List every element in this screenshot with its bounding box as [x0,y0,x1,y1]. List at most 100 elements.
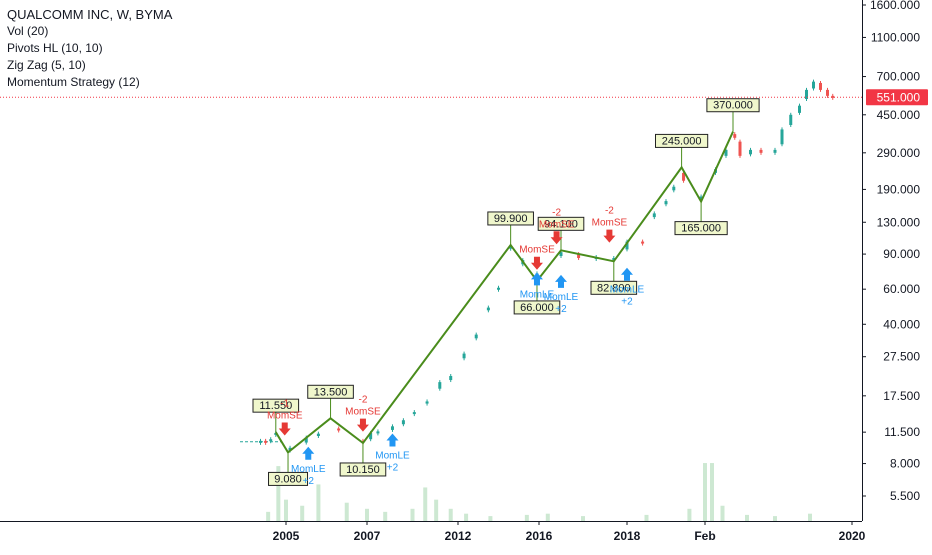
volume-bar [383,511,388,521]
y-tick-label: 5.500 [890,489,920,503]
candle [625,241,629,250]
candle [699,196,703,201]
volume-bar [365,508,369,521]
candle [559,252,563,257]
short-signal-label: MomSE [592,218,628,229]
short-signal-label: MomSE [267,410,303,421]
pivot-label: 99.900 [494,213,528,225]
candle [337,428,341,431]
volume-bar [284,499,288,521]
pivot-label: 165.000 [681,223,721,235]
candle [641,241,645,244]
y-tick-label: 17.500 [883,389,920,403]
pivot-label-box [537,216,585,231]
candle [819,82,822,90]
pivot-label: 370.000 [713,100,753,112]
long-signal-qty: +2 [303,476,315,487]
candle [812,81,815,89]
candle [749,149,752,155]
y-tick-label: 1600.000 [870,0,920,12]
pivot-label: 82.800 [597,282,631,294]
candle [759,149,763,153]
pivot-label-box [307,384,354,399]
candle [826,89,829,96]
candle [789,114,793,125]
candle [438,382,442,389]
long-signal-label: MomLE [375,450,410,461]
candle [509,246,513,249]
candle [652,213,656,218]
volume-bar [316,484,321,521]
candle [577,254,581,259]
candle [304,437,308,443]
pivot-label-box [268,471,309,486]
volume-bar [410,508,415,521]
candle [780,129,784,145]
indicator-volume[interactable]: Vol (20) [7,24,49,38]
long-signal-arrow [530,272,543,286]
long-signal-label: MomLE [291,464,326,475]
y-tick-label: 450.000 [877,108,921,122]
candle [376,431,380,434]
candle [474,334,478,339]
y-tick-label: 1100.000 [871,30,920,44]
pivot-label-box [674,221,728,236]
candle [425,401,429,404]
candle [805,89,808,100]
volume-bar [703,463,707,521]
short-signal-arrow [356,418,369,432]
long-signal-label: MomLE [610,285,645,296]
last-price-tag [866,89,928,106]
candle [738,141,742,156]
indicator-zigzag[interactable]: Zig Zag (5, 10) [7,58,86,72]
candle [449,376,453,381]
short-signal-qty: -2 [605,206,614,217]
short-signal-qty: -1 [280,398,289,409]
pivot-label: 13.500 [314,386,348,398]
long-signal-arrow [621,267,633,281]
volume-bar [745,514,749,521]
y-tick-label: 8.000 [890,457,920,471]
candle [412,412,416,415]
long-signal-arrow [302,446,315,460]
short-signal-label: MomSE [519,245,555,256]
x-tick-label: 2018 [614,529,641,543]
short-signal-qty: -2 [552,207,561,218]
x-tick-label: Feb [694,529,715,543]
long-signal-label: MomLE [520,289,555,300]
volume-bar [524,514,529,521]
indicator-momentum[interactable]: Momentum Strategy (12) [7,75,140,89]
candle [682,172,686,181]
y-tick-label: 290.000 [877,146,921,160]
candle [390,426,394,430]
short-signal-label: MomSE [539,219,575,230]
volume-bar [300,505,305,521]
short-signal-arrow [550,231,563,245]
pivot-label-box [513,300,561,315]
pivot-label: 245.000 [662,135,702,147]
long-signal-arrow [555,274,567,288]
symbol-title[interactable]: QUALCOMM INC, W, BYMA [7,7,173,22]
pivot-label: 9.080 [274,473,302,485]
chart-legend: QUALCOMM INC, W, BYMA Vol (20) Pivots HL… [7,6,172,91]
volume-bar [808,513,812,521]
short-signal-arrow [530,256,543,270]
volume-bar [581,516,585,521]
short-signal-arrow [603,229,616,243]
volume-bar [344,502,349,521]
candle [259,440,262,443]
indicator-pivots[interactable]: Pivots HL (10, 10) [7,41,103,55]
y-tick-label: 60.000 [883,282,920,296]
volume-bar [423,487,428,521]
volume-bar [464,513,469,521]
candle [612,258,616,261]
volume-bar [720,505,725,521]
candle [724,149,728,156]
long-signal-arrow [386,433,399,447]
y-tick-label: 27.500 [883,350,920,364]
candle [497,287,500,290]
y-tick-label: 130.000 [877,215,921,229]
short-signal-label: MomSE [345,407,381,418]
